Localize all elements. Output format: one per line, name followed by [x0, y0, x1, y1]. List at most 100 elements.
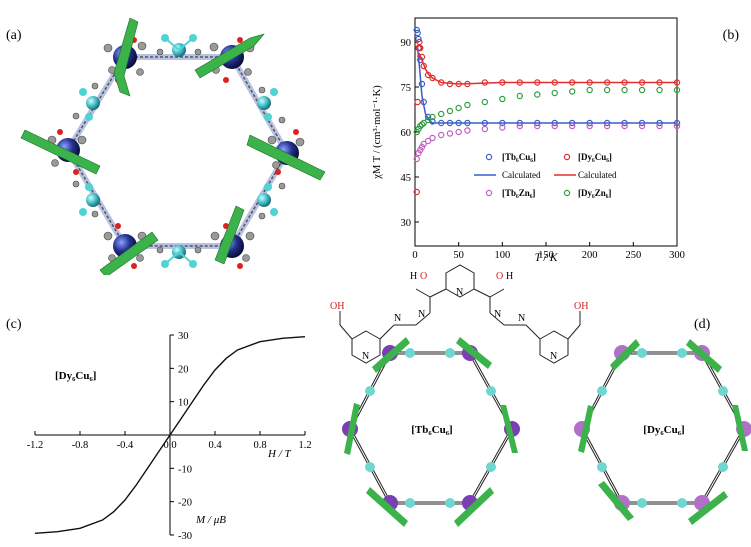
data-point: [455, 128, 462, 136]
y-tick-label: -20: [178, 498, 192, 509]
legend-calc-red: Calculated: [578, 170, 617, 180]
moment-arrows: [20, 17, 326, 278]
oxygen-atoms: [57, 37, 299, 269]
legend-tb6zn6: [Tb₆Zn₆]: [502, 188, 535, 198]
legend-dy6cu6: [Dy₆Cu₆]: [578, 152, 612, 162]
data-point: [673, 122, 681, 130]
data-point: [534, 91, 541, 98]
data-point: [413, 188, 420, 196]
data-point: [418, 80, 426, 88]
panel-c-label: (c): [6, 317, 22, 332]
data-point: [603, 86, 611, 94]
y-tick-label: 75: [401, 83, 412, 94]
magnetization-curve: [34, 335, 306, 535]
data-point: [621, 122, 628, 130]
ring-left-arrows: [344, 337, 518, 527]
ring-right-label: [Dy₆Cu₆]: [643, 424, 684, 436]
data-point: [464, 101, 471, 109]
y-tick-label: -10: [178, 464, 192, 475]
x-tick-label: -0.8: [72, 440, 89, 451]
data-point: [418, 121, 426, 128]
data-point: [446, 107, 454, 115]
panel-c-compound: [Dy₆Cu₆]: [55, 370, 96, 382]
data-point: [516, 92, 523, 100]
series-line-3: [416, 52, 677, 85]
series-line-2: [416, 47, 677, 124]
data-point: [621, 86, 628, 94]
x-tick-label: 50: [453, 250, 464, 261]
data-point: [481, 98, 489, 106]
panel-a: (a): [0, 0, 330, 278]
panel-b-chart: T / K χM T / (cm³·mol⁻¹·K) 0 50 100 150 200 2…: [372, 17, 685, 264]
data-point: [656, 122, 663, 130]
y-tick-label: 30: [178, 331, 189, 342]
data-point: [586, 122, 593, 130]
data-point: [437, 110, 445, 118]
x-tick-label: 0: [412, 250, 417, 261]
y-tick-label: 10: [178, 398, 189, 409]
panel-c-ylabel: M / μB: [195, 514, 226, 526]
data-point: [638, 122, 646, 130]
data-point: [499, 95, 506, 103]
data-point: [568, 122, 576, 130]
data-point: [416, 38, 423, 46]
data-point: [499, 124, 506, 131]
ring-right: [Dy₆Cu₆]: [574, 339, 751, 525]
y-tick-label: 60: [401, 128, 412, 139]
ring-right-cu-atoms: [597, 348, 728, 508]
x-tick-label: -0.4: [117, 440, 134, 451]
atom-n-2: N: [418, 309, 425, 320]
atom-h-left: H: [410, 271, 417, 282]
data-point: [568, 88, 576, 95]
data-point: [446, 130, 454, 137]
y-tick-label: -30: [178, 531, 192, 542]
x-tick-label: 250: [625, 250, 641, 261]
atom-o-right: O: [496, 271, 503, 282]
data-point: [437, 131, 445, 139]
atom-n-central: N: [456, 287, 463, 298]
atom-n-5: N: [518, 313, 525, 324]
x-tick-label: 1.2: [298, 440, 311, 451]
panel-c-xlabel: H / T: [267, 448, 292, 460]
panel-b-ylabel: χM T / (cm³·mol⁻¹·K): [372, 85, 383, 180]
panel-d-label: (d): [694, 317, 711, 332]
y-tick-label: 20: [178, 364, 189, 375]
data-point: [429, 113, 436, 121]
legend-tb6cu6: [Tb₆Cu₆]: [502, 152, 536, 162]
panel-d: (d) N O H: [320, 255, 751, 542]
x-tick-label: -1.2: [27, 440, 44, 451]
panel-c-chart: [Dy₆Cu₆] H / T M / μB -1.2 -0.8 -0.4 0.0 0.4…: [27, 331, 312, 542]
atom-oh-left: OH: [330, 301, 344, 312]
data-point: [534, 122, 541, 130]
panel-a-label: (a): [6, 28, 22, 43]
data-point: [603, 122, 611, 130]
atom-h-right: H: [506, 271, 513, 282]
x-tick-label: 0.0: [163, 440, 176, 451]
atom-n-3: N: [394, 313, 401, 324]
atom-n-6: N: [362, 351, 369, 362]
panel-b-plot-frame: [414, 17, 678, 247]
data-point: [586, 86, 593, 94]
data-point: [415, 35, 422, 43]
data-point: [413, 155, 420, 163]
y-tick-label: 90: [401, 38, 412, 49]
panel-b: (b) T / K χM T / (cm³·mol⁻¹·K) 0 50 100 150…: [362, 0, 751, 265]
x-tick-label: 300: [669, 250, 685, 261]
x-tick-label: 100: [494, 250, 510, 261]
data-point: [420, 119, 427, 127]
data-point: [455, 104, 462, 112]
y-tick-label: 30: [401, 218, 412, 229]
data-point: [424, 116, 432, 124]
data-point: [551, 89, 558, 97]
y-tick-label: 45: [401, 173, 412, 184]
atom-oh-right: OH: [574, 301, 588, 312]
x-tick-label: 150: [538, 250, 554, 261]
atom-o-left: O: [420, 271, 427, 282]
data-point: [413, 26, 420, 34]
cu-atoms: [79, 34, 278, 268]
ring-backbone: [64, 54, 291, 249]
ring-right-arrows: [578, 339, 748, 525]
data-point: [429, 74, 436, 82]
legend-dy6zn6: [Dy₆Zn₆]: [578, 188, 611, 198]
x-tick-label: 0.4: [208, 440, 222, 451]
